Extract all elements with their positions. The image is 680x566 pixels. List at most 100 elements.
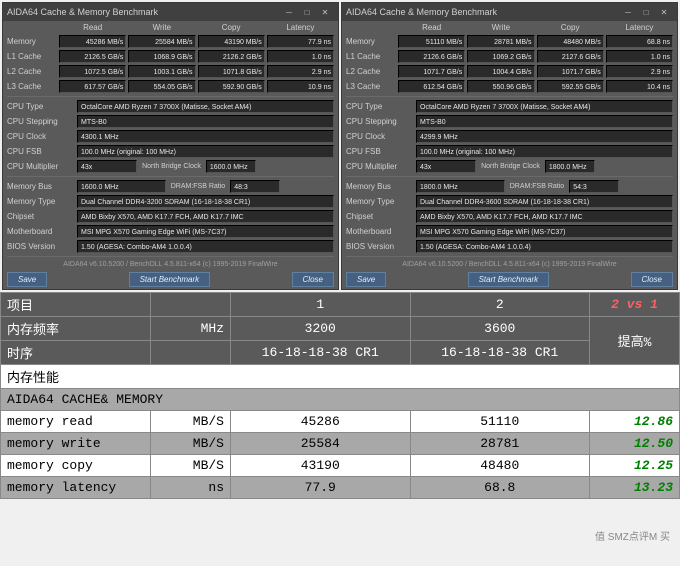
maximize-icon[interactable]: □ [298, 5, 316, 19]
cell-v2: 16-18-18-38 CR1 [410, 341, 590, 365]
info-label: CPU FSB [346, 147, 414, 156]
maximize-icon[interactable]: □ [637, 5, 655, 19]
close-button[interactable]: Close [631, 272, 673, 287]
info-value2: 48:3 [230, 180, 280, 193]
column-header: Write [128, 23, 195, 32]
info-label2: North Bridge Clock [478, 163, 543, 170]
th-item: 项目 [1, 293, 151, 317]
mem-cell: 1003.1 GB/s [128, 65, 195, 78]
info-label: CPU Stepping [7, 117, 75, 126]
info-value: MTS-B0 [416, 115, 673, 128]
window-title: AIDA64 Cache & Memory Benchmark [7, 7, 280, 17]
mem-cell: 2.9 ns [267, 65, 334, 78]
window-title: AIDA64 Cache & Memory Benchmark [346, 7, 619, 17]
mem-cell: 68.8 ns [606, 35, 673, 48]
info-value: AMD Bixby X570, AMD K17.7 FCH, AMD K17.7… [77, 210, 334, 223]
info-value: 1800.0 MHz [416, 180, 505, 193]
info-value2: 1800.0 MHz [545, 160, 595, 173]
save-button[interactable]: Save [346, 272, 386, 287]
info-value: 1.50 (AGESA: Combo-AM4 1.0.0.4) [416, 240, 673, 253]
column-header: Latency [267, 23, 334, 32]
mem-cell: 45286 MB/s [59, 35, 126, 48]
mem-cell: 77.9 ns [267, 35, 334, 48]
info-value: 100.0 MHz (original: 100 MHz) [77, 145, 334, 158]
info-label: Memory Type [346, 197, 414, 206]
row-metric: memory latency [1, 477, 151, 499]
cell-v1: 25584 [231, 433, 411, 455]
row-aida: AIDA64 CACHE& MEMORY [1, 389, 680, 411]
info-value: OctalCore AMD Ryzen 7 3700X (Matisse, So… [416, 100, 673, 113]
mem-cell: 48480 MB/s [537, 35, 604, 48]
start-benchmark-button[interactable]: Start Benchmark [468, 272, 550, 287]
info-value: 1600.0 MHz [77, 180, 166, 193]
mem-cell: 10.9 ns [267, 80, 334, 93]
info-label: Motherboard [7, 227, 75, 236]
mem-row-label: L2 Cache [7, 67, 57, 76]
info-label2: DRAM:FSB Ratio [168, 183, 228, 190]
cell-unit: MB/S [151, 433, 231, 455]
cell-v1: 43190 [231, 455, 411, 477]
mem-cell: 43190 MB/s [198, 35, 265, 48]
mem-row-label: Memory [346, 37, 396, 46]
info-value: 100.0 MHz (original: 100 MHz) [416, 145, 673, 158]
info-value: Dual Channel DDR4-3600 SDRAM (16-18-18-3… [416, 195, 673, 208]
start-benchmark-button[interactable]: Start Benchmark [129, 272, 211, 287]
info-value: MSI MPG X570 Gaming Edge WiFi (MS-7C37) [77, 225, 334, 238]
cell-v2: 48480 [410, 455, 590, 477]
mem-cell: 2127.6 GB/s [537, 50, 604, 63]
info-label: Chipset [346, 212, 414, 221]
minimize-icon[interactable]: ─ [619, 5, 637, 19]
titlebar: AIDA64 Cache & Memory Benchmark ─ □ ✕ [342, 3, 677, 21]
cell-v2: 28781 [410, 433, 590, 455]
info-label: CPU Clock [346, 132, 414, 141]
column-header: Read [59, 23, 126, 32]
save-button[interactable]: Save [7, 272, 47, 287]
cell-pct: 13.23 [590, 477, 680, 499]
titlebar: AIDA64 Cache & Memory Benchmark ─ □ ✕ [3, 3, 338, 21]
cell-v2: 51110 [410, 411, 590, 433]
mem-cell: 617.57 GB/s [59, 80, 126, 93]
benchmark-window-right: AIDA64 Cache & Memory Benchmark ─ □ ✕ Re… [341, 2, 678, 290]
mem-cell: 2.9 ns [606, 65, 673, 78]
mem-row-label: L1 Cache [7, 52, 57, 61]
mem-cell: 1071.7 GB/s [398, 65, 465, 78]
info-label2: North Bridge Clock [139, 163, 204, 170]
row-metric: memory read [1, 411, 151, 433]
cell-improve: 提高% [590, 317, 680, 365]
mem-cell: 592.55 GB/s [537, 80, 604, 93]
info-label: Chipset [7, 212, 75, 221]
watermark: 值 SMZ点评M 买 [595, 528, 670, 543]
info-value: OctalCore AMD Ryzen 7 3700X (Matisse, So… [77, 100, 334, 113]
footer-text: AIDA64 v6.10.5200 / BenchDLL 4.5.811-x64… [3, 259, 338, 270]
mem-row-label: L3 Cache [346, 82, 396, 91]
cell-v1: 3200 [231, 317, 411, 341]
mem-cell: 1068.9 GB/s [128, 50, 195, 63]
mem-row-label: L1 Cache [346, 52, 396, 61]
mem-cell: 1.0 ns [267, 50, 334, 63]
mem-cell: 2126.5 GB/s [59, 50, 126, 63]
mem-row-label: L2 Cache [346, 67, 396, 76]
info-label: CPU Multiplier [7, 162, 75, 171]
info-label: CPU FSB [7, 147, 75, 156]
column-header: Copy [537, 23, 604, 32]
row-freq: 内存频率 [1, 317, 151, 341]
close-icon[interactable]: ✕ [655, 5, 673, 19]
mem-cell: 592.90 GB/s [198, 80, 265, 93]
mem-cell: 10.4 ns [606, 80, 673, 93]
info-value2: 1600.0 MHz [206, 160, 256, 173]
th-vs: 2 vs 1 [590, 293, 680, 317]
info-label: Motherboard [346, 227, 414, 236]
info-label: Memory Bus [346, 182, 414, 191]
mem-cell: 1071.7 GB/s [537, 65, 604, 78]
info-value: MSI MPG X570 Gaming Edge WiFi (MS-7C37) [416, 225, 673, 238]
info-value: MTS-B0 [77, 115, 334, 128]
close-button[interactable]: Close [292, 272, 334, 287]
info-value: 4299.9 MHz [416, 130, 673, 143]
info-value: 4300.1 MHz [77, 130, 334, 143]
close-icon[interactable]: ✕ [316, 5, 334, 19]
info-label: CPU Type [7, 102, 75, 111]
minimize-icon[interactable]: ─ [280, 5, 298, 19]
cell-pct: 12.50 [590, 433, 680, 455]
cell-unit: MHz [151, 317, 231, 341]
mem-cell: 1069.2 GB/s [467, 50, 534, 63]
